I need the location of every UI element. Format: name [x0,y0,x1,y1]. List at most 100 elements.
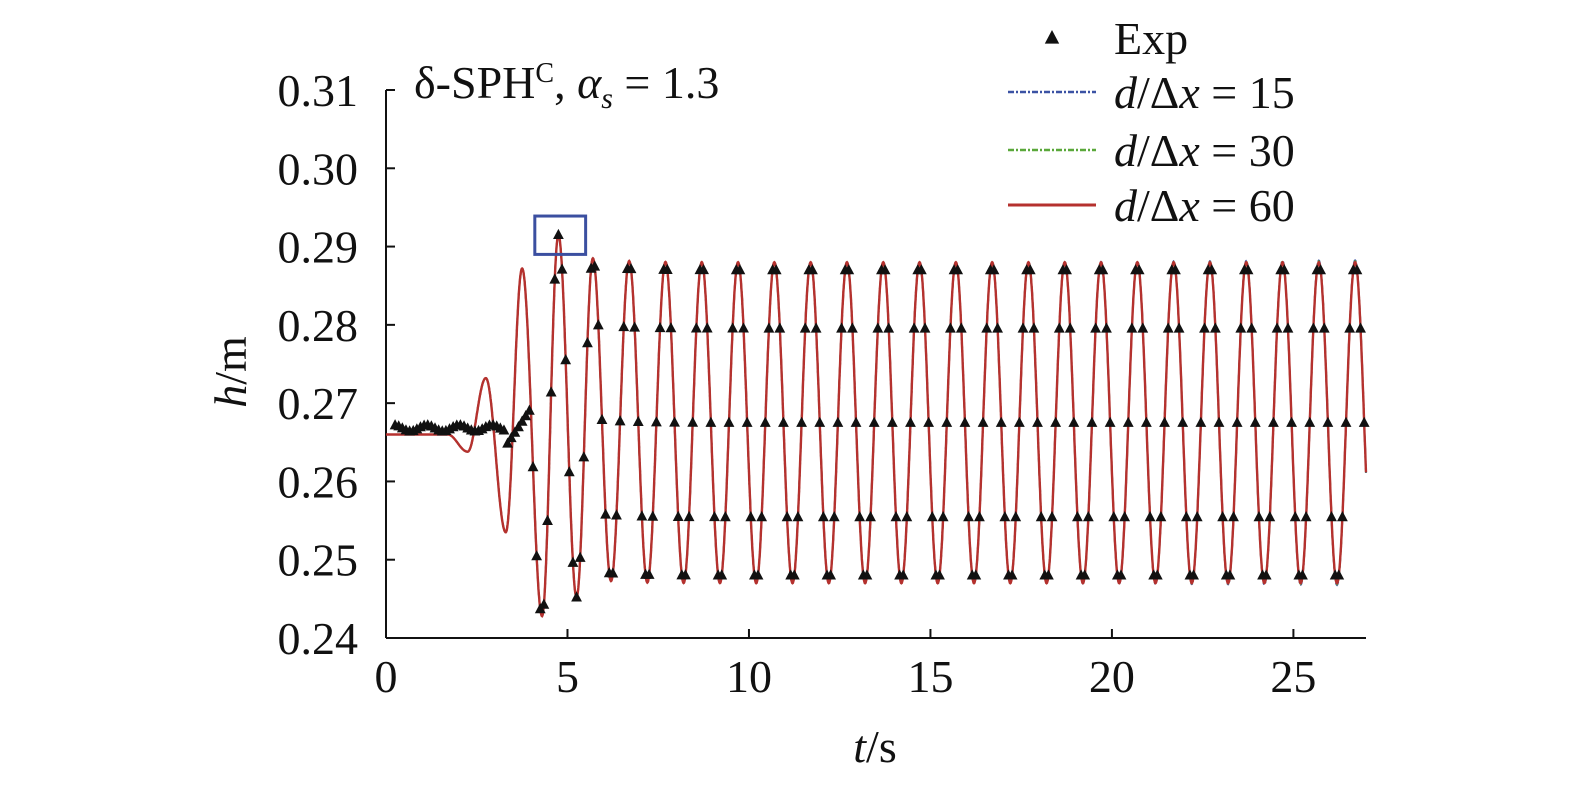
exp-point [719,510,731,522]
exp-point [1061,264,1072,275]
exp-point [1162,322,1174,333]
exp-point [683,510,695,522]
exp-point [542,514,553,525]
exp-point [763,322,775,333]
exp-point [527,461,539,472]
y-axis-label: h/m [205,336,256,408]
exp-point [1300,511,1312,522]
exp-point [781,511,793,522]
exp-point [1032,416,1043,427]
exp-point [1344,322,1356,333]
exp-point [1188,569,1199,580]
plot-area [386,214,1370,618]
exp-point [941,416,953,427]
exp-point [734,264,746,275]
exp-point [1249,416,1261,427]
y-tick-label: 0.30 [278,143,359,194]
exp-point [643,568,655,579]
exp-point [738,322,749,333]
exp-point [1046,511,1058,522]
exp-point [807,264,818,275]
exp-point [1068,416,1080,427]
y-tick-label: 0.29 [278,222,359,273]
exp-point [563,466,575,477]
exp-point [1082,511,1094,522]
exp-point [919,322,931,333]
annotation-superscript: C [535,58,554,89]
exp-point [520,410,532,421]
exp-point [505,431,517,443]
x-axis-label: t/s [853,721,896,772]
exp-point [705,416,717,427]
exp-point [567,556,579,567]
exp-point [1297,569,1308,580]
exp-point [915,264,927,275]
exp-point [1086,416,1098,427]
legend-marker-exp [1044,30,1060,44]
exp-point [618,320,630,332]
exp-point [1122,416,1134,427]
exp-point [977,416,989,427]
exp-point [796,416,807,427]
exp-point [531,550,543,561]
exp-point [661,263,673,274]
exp-point [999,511,1011,522]
exp-point [1006,569,1018,580]
exp-point [886,416,898,427]
exp-point [937,511,949,522]
exp-point [727,322,739,333]
exp-point [1010,511,1022,522]
exp-point [1101,322,1112,333]
exp-point [1050,416,1062,427]
exp-point [799,322,811,333]
x-tick-label: 10 [726,651,772,702]
y-axis-label-unit: /m [205,336,256,385]
exp-point [934,569,945,580]
series-line-3 [386,233,1368,618]
exp-point [1304,416,1316,427]
exp-point [1191,511,1203,522]
exp-point [1133,264,1145,275]
exp-point [970,569,982,580]
exp-point [1337,511,1348,522]
exp-point [516,415,528,426]
exp-point [574,551,586,562]
annotation-alpha: α [577,57,602,108]
exp-point [716,569,728,580]
exp-point [1079,569,1091,580]
exp-point [756,511,768,522]
exp-point [850,416,862,427]
exp-point [1268,416,1279,427]
exp-point [1108,511,1120,522]
exp-point [665,322,677,333]
exp-point [1104,416,1116,427]
exp-point [1170,264,1181,275]
exp-point [1340,416,1352,427]
exp-point [625,262,637,274]
exp-point [923,416,935,427]
exp-point [1126,322,1138,333]
legend-label: d/Δx = 60 [1114,180,1295,231]
exp-point [629,321,641,332]
exp-point [687,416,699,427]
exp-point [1119,511,1131,522]
exp-point [1242,264,1254,275]
exp-point [1271,322,1283,333]
exp-point [861,569,873,580]
exp-point [1264,511,1276,522]
exp-point [582,337,593,348]
chart-annotation: δ-SPHC, αs = 1.3 [414,57,719,115]
exp-point [545,386,557,397]
exp-point [759,416,771,427]
exp-point [523,404,535,415]
exp-point [1209,322,1221,333]
exp-point [1180,511,1192,522]
exp-point [981,322,993,333]
exp-point [1141,416,1152,427]
exp-point [1278,264,1290,275]
annotation-method: δ-SPH [414,57,535,108]
exp-point [745,511,757,522]
exp-point [872,322,884,333]
